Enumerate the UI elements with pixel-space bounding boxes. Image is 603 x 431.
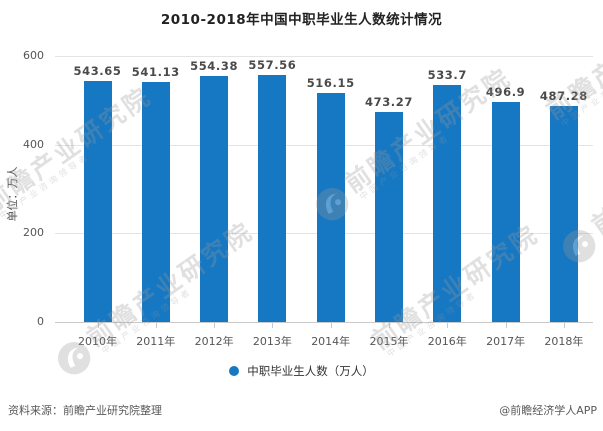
y-tick-label: 600 (23, 49, 44, 62)
x-axis-tick (447, 323, 449, 328)
bar (433, 85, 462, 322)
y-tick-label: 400 (23, 137, 44, 151)
bar-value-label: 487.28 (539, 88, 588, 103)
bar-value-label: 541.13 (131, 65, 180, 80)
x-axis-tick (155, 323, 157, 328)
x-axis-tick (272, 323, 274, 328)
x-tick-label: 2011年 (136, 335, 176, 348)
y-tick-label: 0 (37, 315, 44, 328)
x-axis-tick (97, 323, 99, 328)
bar-value-label: 473.27 (365, 95, 413, 110)
bar (258, 74, 287, 322)
bar (375, 112, 403, 322)
bar (491, 101, 520, 322)
bar-value-label: 543.65 (73, 63, 122, 78)
bar (83, 80, 112, 322)
bar (200, 76, 229, 322)
bar (141, 82, 170, 322)
legend-marker-icon (229, 366, 240, 376)
x-tick-label: 2017年 (486, 335, 526, 348)
legend-label: 中职毕业生人数（万人） (247, 364, 374, 378)
x-axis-line (55, 322, 593, 323)
app-credit-text: @前瞻经济学人APP (499, 404, 597, 417)
x-tick-label: 2010年 (78, 335, 117, 348)
chart-title: 2010-2018年中国中职毕业生人数统计情况 (160, 12, 443, 28)
x-tick-label: 2014年 (311, 335, 351, 348)
legend-item[interactable]: 中职毕业生人数（万人） (0, 363, 603, 379)
bar-value-label: 557.56 (248, 57, 297, 72)
x-axis-tick (563, 323, 565, 328)
x-axis-tick (389, 323, 390, 328)
x-axis-tick (505, 323, 507, 328)
bar-value-label: 554.38 (190, 59, 239, 74)
bar (316, 93, 345, 322)
gridline (55, 56, 593, 57)
x-tick-label: 2015年 (369, 335, 409, 348)
bar-value-label: 533.7 (427, 68, 467, 83)
x-tick-label: 2012年 (194, 335, 234, 348)
y-tick-label: 200 (23, 226, 44, 240)
x-axis-tick (214, 323, 216, 328)
x-axis-tick (330, 323, 332, 328)
x-tick-label: 2016年 (427, 335, 467, 348)
data-source-text: 资料来源：前瞻产业研究院整理 (8, 404, 162, 417)
bar (549, 105, 578, 322)
bar-value-label: 516.15 (306, 76, 355, 91)
bar-value-label: 496.9 (485, 84, 526, 99)
x-tick-label: 2013年 (252, 335, 292, 348)
x-tick-label: 2018年 (544, 335, 584, 348)
